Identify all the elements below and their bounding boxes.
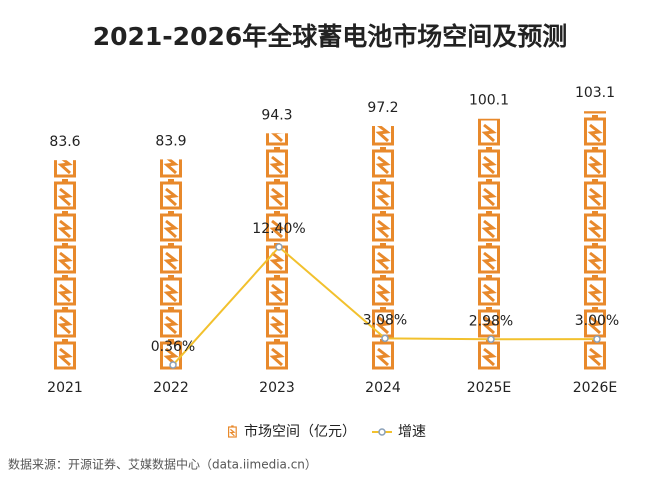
bar: [584, 111, 606, 371]
growth-label: 3.08%: [363, 312, 407, 328]
value-label: 94.3: [261, 107, 292, 123]
x-tick-label: 2023: [259, 380, 295, 396]
growth-label: 2.98%: [469, 313, 513, 329]
legend-icon: [228, 425, 237, 438]
legend-marker: [378, 428, 386, 436]
battery-cap: [231, 425, 234, 427]
growth-label: 0.36%: [151, 339, 195, 355]
x-tick-label: 2022: [153, 380, 189, 396]
value-label: 83.9: [155, 133, 186, 149]
x-tick-label: 2026E: [573, 380, 617, 396]
x-tick-label: 2024: [365, 380, 401, 396]
value-label: 97.2: [367, 100, 398, 116]
growth-point: [593, 335, 601, 343]
bar: [266, 133, 288, 370]
value-label: 83.6: [49, 134, 80, 150]
source: 数据来源：开源证券、艾媒数据中心（data.iimedia.cn）: [8, 457, 317, 472]
growth-label: 12.40%: [252, 221, 305, 237]
growth-label: 3.00%: [575, 313, 619, 329]
growth-point: [275, 243, 283, 251]
value-label: 100.1: [469, 93, 509, 109]
growth-point: [169, 361, 177, 369]
growth-point: [487, 335, 495, 344]
bar: [54, 160, 76, 370]
bar: [160, 159, 182, 370]
legend-label: 增速: [398, 424, 426, 440]
x-tick-label: 2025E: [467, 380, 511, 396]
chart-title: 2021-2026年全球蓄电池市场空间及预测: [93, 22, 568, 51]
x-tick-label: 2021: [47, 380, 83, 396]
bar: [478, 118, 500, 371]
battery-bolt: [229, 428, 236, 437]
growth-point: [381, 334, 389, 343]
legend-label: 市场空间（亿元）: [244, 423, 356, 440]
bar: [372, 126, 394, 370]
value-label: 103.1: [575, 85, 615, 101]
